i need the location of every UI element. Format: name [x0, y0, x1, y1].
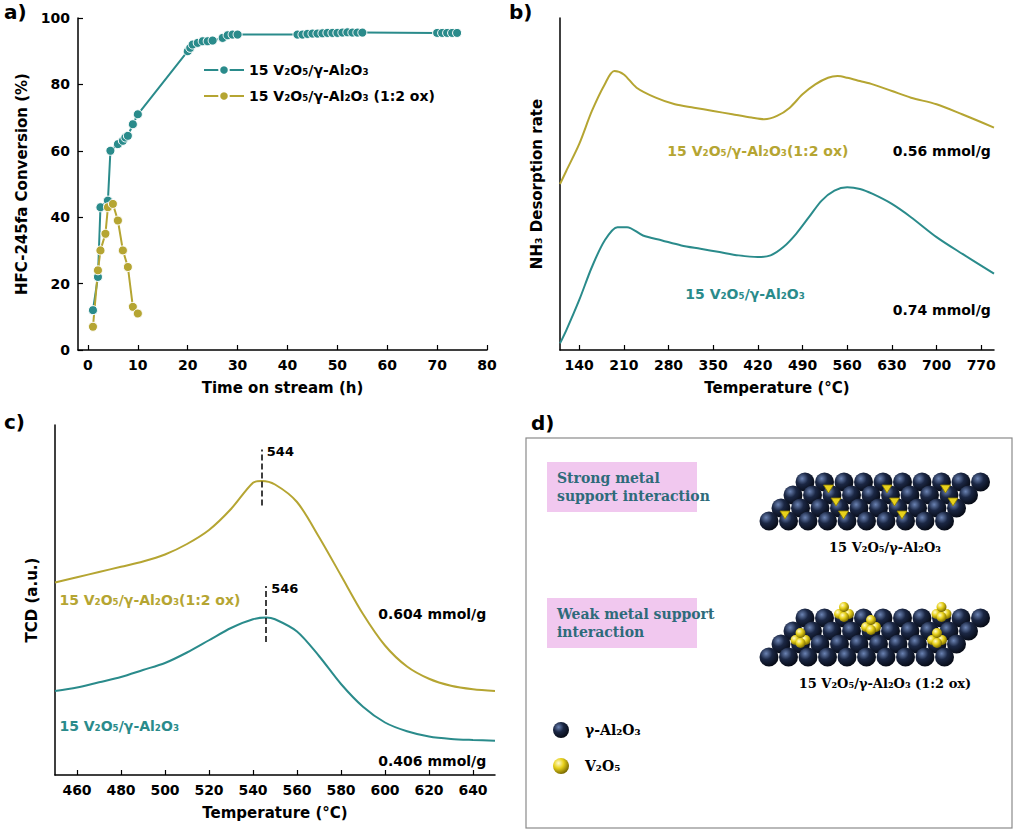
svg-text:770: 770 [967, 357, 996, 373]
svg-text:500: 500 [150, 782, 179, 798]
svg-text:140: 140 [565, 357, 594, 373]
svg-text:546: 546 [271, 581, 298, 596]
svg-text:Temperature (°C): Temperature (°C) [704, 379, 849, 397]
svg-text:80: 80 [477, 357, 497, 373]
svg-text:0.604 mmol/g: 0.604 mmol/g [378, 606, 486, 622]
svg-text:620: 620 [414, 782, 443, 798]
svg-text:20: 20 [51, 276, 71, 292]
svg-text:d): d) [531, 411, 554, 435]
svg-text:HFC-245fa Conversion (%): HFC-245fa Conversion (%) [13, 73, 31, 295]
svg-text:15 V₂O₅/γ-Al₂O₃(1:2 ox): 15 V₂O₅/γ-Al₂O₃(1:2 ox) [59, 592, 240, 608]
svg-text:210: 210 [609, 357, 638, 373]
svg-text:700: 700 [922, 357, 951, 373]
svg-text:580: 580 [326, 782, 355, 798]
svg-text:support interaction: support interaction [557, 488, 710, 504]
svg-text:TCD (a.u.): TCD (a.u.) [23, 558, 41, 643]
svg-text:540: 540 [238, 782, 267, 798]
svg-text:0: 0 [83, 357, 93, 373]
svg-text:20: 20 [178, 357, 198, 373]
svg-text:50: 50 [328, 357, 348, 373]
svg-text:630: 630 [877, 357, 906, 373]
svg-text:Time on stream (h): Time on stream (h) [202, 379, 364, 397]
svg-text:NH₃ Desorption rate: NH₃ Desorption rate [528, 99, 546, 269]
svg-text:70: 70 [427, 357, 447, 373]
svg-text:V₂O₅: V₂O₅ [584, 758, 620, 774]
svg-text:460: 460 [62, 782, 91, 798]
svg-text:420: 420 [743, 357, 772, 373]
svg-text:640: 640 [458, 782, 487, 798]
svg-text:350: 350 [699, 357, 728, 373]
svg-text:480: 480 [106, 782, 135, 798]
svg-text:Strong metal: Strong metal [557, 470, 660, 486]
svg-text:0.74 mmol/g: 0.74 mmol/g [893, 302, 991, 318]
svg-text:γ-Al₂O₃: γ-Al₂O₃ [585, 722, 641, 738]
svg-text:40: 40 [278, 357, 298, 373]
svg-text:560: 560 [282, 782, 311, 798]
svg-text:Temperature (°C): Temperature (°C) [202, 804, 347, 822]
svg-text:560: 560 [833, 357, 862, 373]
svg-text:Weak metal support: Weak metal support [556, 606, 715, 622]
svg-text:15 V₂O₅/γ-Al₂O₃(1:2 ox): 15 V₂O₅/γ-Al₂O₃(1:2 ox) [667, 143, 848, 159]
svg-text:15 V₂O₅/γ-Al₂O₃: 15 V₂O₅/γ-Al₂O₃ [59, 718, 179, 734]
svg-text:30: 30 [228, 357, 248, 373]
svg-text:490: 490 [788, 357, 817, 373]
svg-text:c): c) [4, 410, 25, 434]
svg-text:15 V₂O₅/γ-Al₂O₃ (1:2 ox): 15 V₂O₅/γ-Al₂O₃ (1:2 ox) [799, 676, 972, 691]
svg-text:a): a) [4, 0, 27, 24]
svg-text:60: 60 [378, 357, 398, 373]
svg-text:520: 520 [194, 782, 223, 798]
svg-text:60: 60 [51, 143, 71, 159]
svg-text:280: 280 [654, 357, 683, 373]
svg-text:15 V₂O₅/γ-Al₂O₃: 15 V₂O₅/γ-Al₂O₃ [685, 286, 805, 302]
svg-text:544: 544 [267, 444, 294, 459]
svg-text:15 V₂O₅/γ-Al₂O₃: 15 V₂O₅/γ-Al₂O₃ [249, 62, 369, 78]
svg-text:600: 600 [370, 782, 399, 798]
svg-text:10: 10 [128, 357, 148, 373]
svg-text:interaction: interaction [557, 624, 644, 640]
svg-text:15 V₂O₅/γ-Al₂O₃: 15 V₂O₅/γ-Al₂O₃ [829, 540, 941, 555]
svg-text:0.56 mmol/g: 0.56 mmol/g [893, 143, 991, 159]
svg-text:100: 100 [41, 10, 70, 26]
svg-text:b): b) [509, 0, 532, 24]
svg-text:0.406 mmol/g: 0.406 mmol/g [378, 753, 486, 769]
svg-text:40: 40 [51, 209, 71, 225]
svg-text:0: 0 [60, 342, 70, 358]
svg-text:15 V₂O₅/γ-Al₂O₃ (1:2 ox): 15 V₂O₅/γ-Al₂O₃ (1:2 ox) [249, 88, 435, 104]
svg-text:80: 80 [51, 76, 71, 92]
